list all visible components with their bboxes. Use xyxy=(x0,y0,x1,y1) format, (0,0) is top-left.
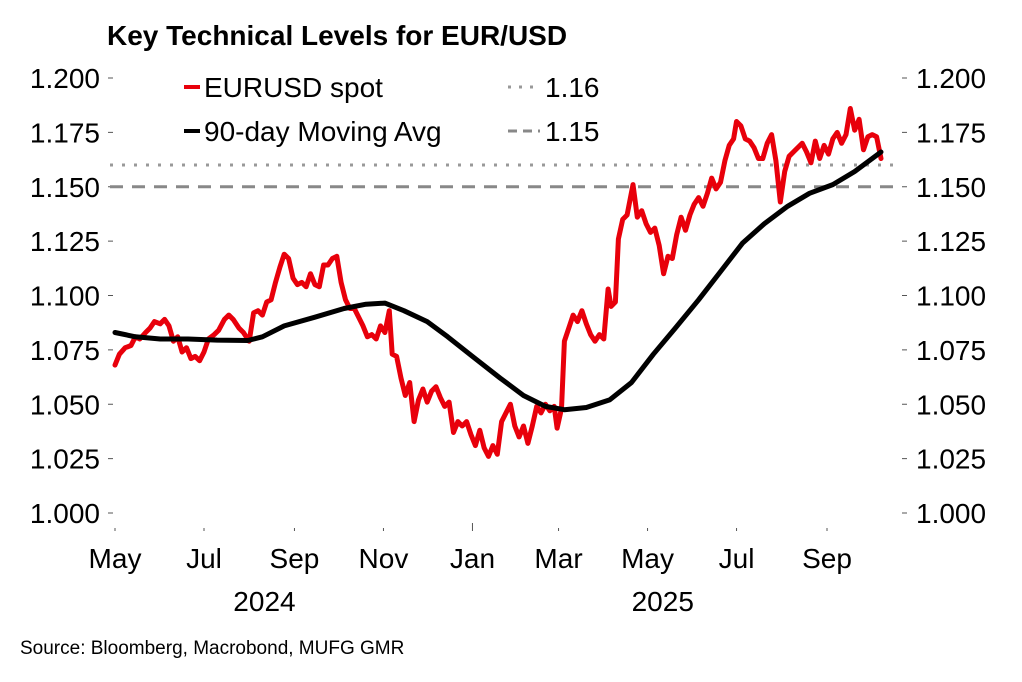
y-tick-label-left: 1.075 xyxy=(30,335,100,366)
y-tick-label-right: 1.125 xyxy=(916,226,986,257)
y-tick-label-left: 1.050 xyxy=(30,389,100,420)
y-tick-label-right: 1.000 xyxy=(916,498,986,529)
legend: EURUSD spot 90-day Moving Avg 1.16 1.15 xyxy=(184,72,600,147)
chart-title: Key Technical Levels for EUR/USD xyxy=(107,20,567,51)
legend-label-1-16: 1.16 xyxy=(545,72,600,103)
y-axis-right: 1.000 1.025 1.050 1.075 1.100 1.125 1.150 1.175… xyxy=(902,63,986,529)
x-tick-label: May xyxy=(621,543,674,574)
y-tick-label-left: 1.175 xyxy=(30,117,100,148)
series-line-eurusd-spot xyxy=(112,106,884,459)
legend-label-1-15: 1.15 xyxy=(545,116,600,147)
legend-label-moving-avg: 90-day Moving Avg xyxy=(204,116,442,147)
y-tick-label-left: 1.025 xyxy=(30,444,100,475)
y-tick-label-right: 1.175 xyxy=(916,117,986,148)
x-tick-label: Sep xyxy=(802,543,852,574)
x-tick-label: Jul xyxy=(186,543,222,574)
y-tick-label-right: 1.200 xyxy=(916,63,986,94)
x-year-label: 2024 xyxy=(233,586,295,617)
y-tick-label-left: 1.125 xyxy=(30,226,100,257)
y-tick-label-right: 1.025 xyxy=(916,444,986,475)
x-tick-label: Jan xyxy=(450,543,495,574)
y-tick-label-right: 1.050 xyxy=(916,389,986,420)
y-tick-label-left: 1.100 xyxy=(30,281,100,312)
x-tick-label: Jul xyxy=(719,543,755,574)
legend-label-eurusd-spot: EURUSD spot xyxy=(204,72,383,103)
x-tick-label: Mar xyxy=(534,543,582,574)
y-tick-label-left: 1.200 xyxy=(30,63,100,94)
y-axis-left: 1.000 1.025 1.050 1.075 1.100 1.125 1.150 1.175… xyxy=(30,63,113,529)
x-tick-label: Sep xyxy=(270,543,320,574)
source-note: Source: Bloomberg, Macrobond, MUFG GMR xyxy=(20,638,404,659)
x-tick-label: Nov xyxy=(359,543,409,574)
y-tick-label-left: 1.000 xyxy=(30,498,100,529)
y-tick-label-right: 1.100 xyxy=(916,281,986,312)
x-year-label: 2025 xyxy=(632,586,694,617)
y-tick-label-right: 1.150 xyxy=(916,172,986,203)
y-tick-label-right: 1.075 xyxy=(916,335,986,366)
x-axis: May Jul Sep Nov Jan Mar May Jul Sep 2024 2025 xyxy=(89,523,852,617)
y-tick-label-left: 1.150 xyxy=(30,172,100,203)
x-tick-label: May xyxy=(89,543,142,574)
series-group xyxy=(112,106,884,459)
series-line-90-day-moving-avg xyxy=(112,149,884,413)
